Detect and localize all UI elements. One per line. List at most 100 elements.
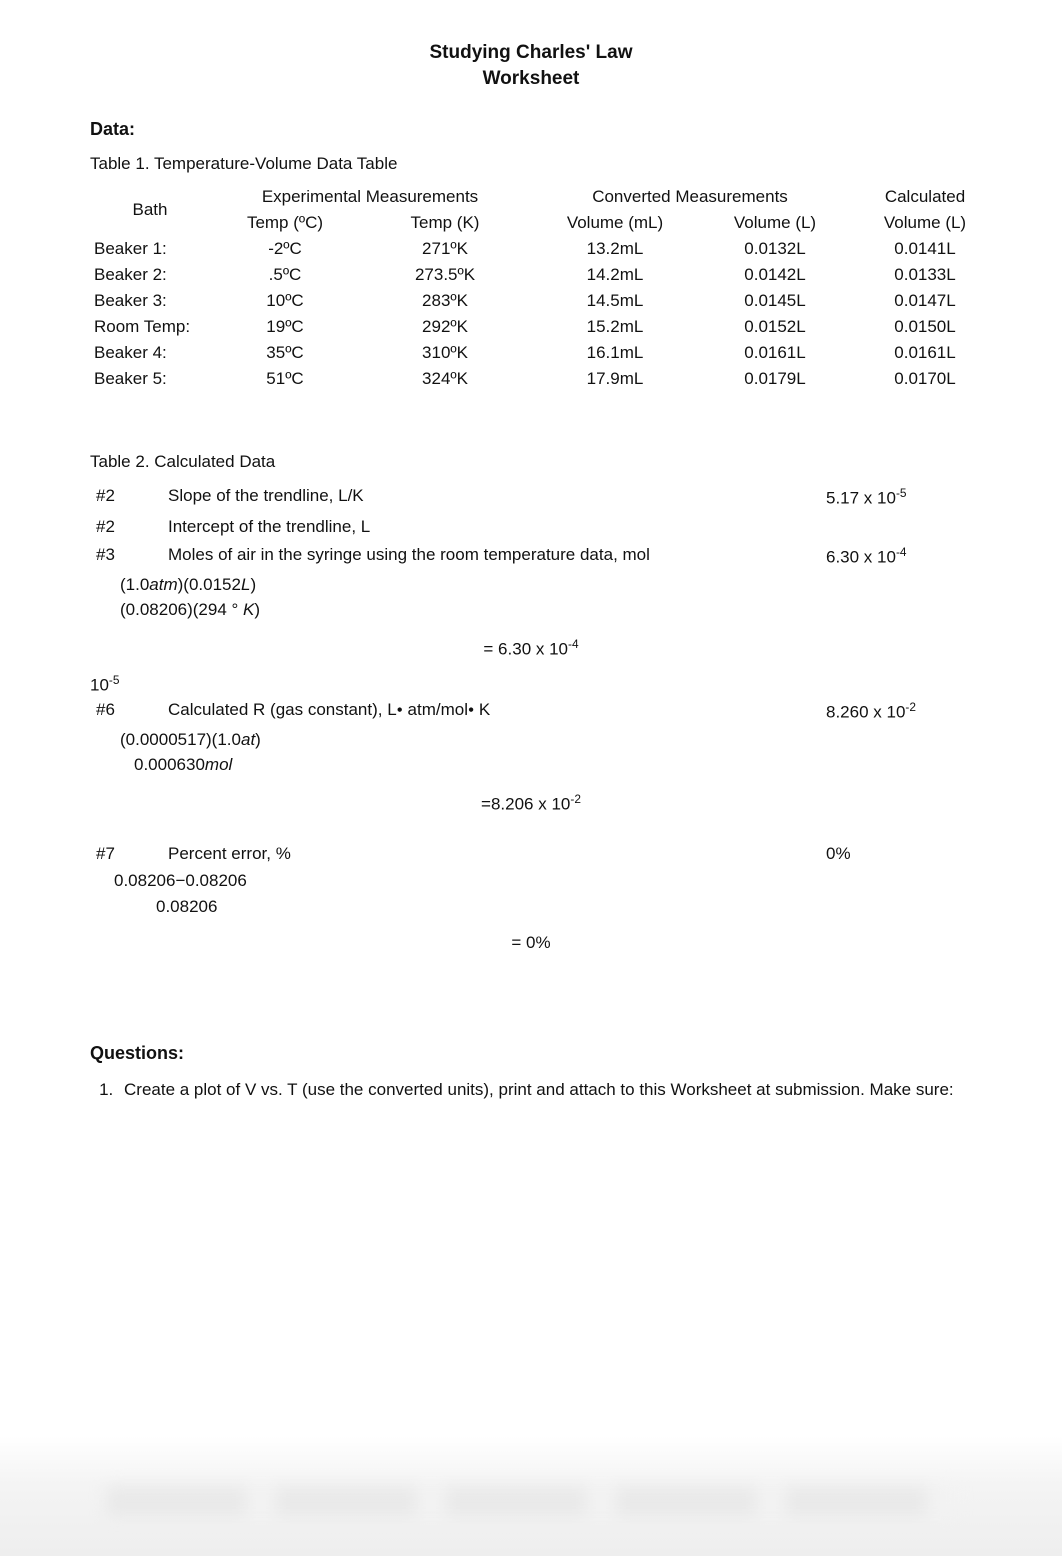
voll-cell: 0.0142L <box>700 262 850 288</box>
table1-h-bath: Bath <box>90 184 210 236</box>
title-line-2: Worksheet <box>90 66 972 92</box>
volml-cell: 15.2mL <box>530 314 700 340</box>
t2-slope-label: Slope of the trendline, L/K <box>162 482 820 513</box>
table1-h-volml: Volume (mL) <box>530 210 700 236</box>
question-item: Create a plot of V vs. T (use the conver… <box>118 1078 972 1103</box>
pe-formula: 0.08206−0.08206 0.08206 <box>114 868 972 919</box>
bath-cell: Room Temp: <box>90 314 210 340</box>
t2-intercept-row: #2 Intercept of the trendline, L <box>90 513 972 541</box>
tempc-cell: .5ºC <box>210 262 360 288</box>
calc-cell: 0.0161L <box>850 340 1000 366</box>
voll-cell: 0.0145L <box>700 288 850 314</box>
table1-header-row-1: Bath Experimental Measurements Converted… <box>90 184 1000 210</box>
voll-cell: 0.0152L <box>700 314 850 340</box>
tempk-cell: 292ºK <box>360 314 530 340</box>
pe-formula-line2: 0.08206 <box>156 894 972 920</box>
t2-moles-idx: #3 <box>90 541 162 572</box>
ten-minus-5: 10-5 <box>90 673 972 696</box>
moles-formula-line1: (1.0atm)(0.0152L) <box>120 572 972 598</box>
t2-moles-val: 6.30 x 10-4 <box>820 541 972 572</box>
r-formula-line2: 0.000630mol <box>134 752 972 778</box>
calc-cell: 0.0170L <box>850 366 1000 392</box>
pe-formula-line1: 0.08206−0.08206 <box>114 868 972 894</box>
table1-h-tempk: Temp (K) <box>360 210 530 236</box>
moles-formula: (1.0atm)(0.0152L) (0.08206)(294 ° K) <box>120 572 972 623</box>
tempc-cell: 51ºC <box>210 366 360 392</box>
t2-r-val: 8.260 x 10-2 <box>820 696 972 727</box>
t2-intercept-label: Intercept of the trendline, L <box>162 513 820 541</box>
t2-r-row: #6 Calculated R (gas constant), L● atm/m… <box>90 696 972 727</box>
r-formula: (0.0000517)(1.0at) 0.000630mol <box>120 727 972 778</box>
volml-cell: 13.2mL <box>530 236 700 262</box>
tempk-cell: 310ºK <box>360 340 530 366</box>
volml-cell: 14.2mL <box>530 262 700 288</box>
bath-cell: Beaker 5: <box>90 366 210 392</box>
t2-intercept-idx: #2 <box>90 513 162 541</box>
table1-h-tempc: Temp (ºC) <box>210 210 360 236</box>
t2-pe-idx: #7 <box>90 840 162 868</box>
pe-result: = 0% <box>90 933 972 953</box>
tempk-cell: 283ºK <box>360 288 530 314</box>
page-title: Studying Charles' Law Worksheet <box>90 40 972 91</box>
table2c: #7 Percent error, % 0% <box>90 840 972 868</box>
voll-cell: 0.0161L <box>700 340 850 366</box>
questions-list: Create a plot of V vs. T (use the conver… <box>118 1078 972 1103</box>
table-row: Beaker 1:-2ºC271ºK13.2mL0.0132L0.0141L <box>90 236 1000 262</box>
calc-cell: 0.0141L <box>850 236 1000 262</box>
table1-caption: Table 1. Temperature-Volume Data Table <box>90 154 972 174</box>
t2-slope-row: #2 Slope of the trendline, L/K 5.17 x 10… <box>90 482 972 513</box>
bath-cell: Beaker 3: <box>90 288 210 314</box>
table-row: Beaker 5:51ºC324ºK17.9mL0.0179L0.0170L <box>90 366 1000 392</box>
tempc-cell: 19ºC <box>210 314 360 340</box>
table1: Bath Experimental Measurements Converted… <box>90 184 1000 392</box>
tempk-cell: 273.5ºK <box>360 262 530 288</box>
t2-r-label: Calculated R (gas constant), L● atm/mol●… <box>162 696 820 727</box>
t2-slope-idx: #2 <box>90 482 162 513</box>
title-line-1: Studying Charles' Law <box>90 40 972 66</box>
table1-h-exp: Experimental Measurements <box>210 184 530 210</box>
data-section-label: Data: <box>90 119 972 140</box>
calc-cell: 0.0147L <box>850 288 1000 314</box>
tempc-cell: 35ºC <box>210 340 360 366</box>
table1-h-voll: Volume (L) <box>700 210 850 236</box>
moles-formula-line2: (0.08206)(294 ° K) <box>120 597 972 623</box>
calc-cell: 0.0133L <box>850 262 1000 288</box>
table1-h-calcv: Volume (L) <box>850 210 1000 236</box>
questions-label: Questions: <box>90 1043 972 1064</box>
volml-cell: 17.9mL <box>530 366 700 392</box>
bath-cell: Beaker 2: <box>90 262 210 288</box>
t2-moles-row: #3 Moles of air in the syringe using the… <box>90 541 972 572</box>
table-row: Room Temp:19ºC292ºK15.2mL0.0152L0.0150L <box>90 314 1000 340</box>
bath-cell: Beaker 4: <box>90 340 210 366</box>
t2-pe-row: #7 Percent error, % 0% <box>90 840 972 868</box>
moles-result: = 6.30 x 10-4 <box>90 637 972 660</box>
table1-h-conv: Converted Measurements <box>530 184 850 210</box>
tempk-cell: 271ºK <box>360 236 530 262</box>
table2-caption: Table 2. Calculated Data <box>90 452 972 472</box>
table1-header-row-2: Temp (ºC) Temp (K) Volume (mL) Volume (L… <box>90 210 1000 236</box>
voll-cell: 0.0179L <box>700 366 850 392</box>
r-result: =8.206 x 10-2 <box>90 792 972 815</box>
table-row: Beaker 2:.5ºC273.5ºK14.2mL0.0142L0.0133L <box>90 262 1000 288</box>
volml-cell: 14.5mL <box>530 288 700 314</box>
t2-pe-val: 0% <box>820 840 972 868</box>
t2-pe-label: Percent error, % <box>162 840 820 868</box>
calc-cell: 0.0150L <box>850 314 1000 340</box>
tempc-cell: 10ºC <box>210 288 360 314</box>
tempc-cell: -2ºC <box>210 236 360 262</box>
table-row: Beaker 3:10ºC283ºK14.5mL0.0145L0.0147L <box>90 288 1000 314</box>
volml-cell: 16.1mL <box>530 340 700 366</box>
table1-h-calc: Calculated <box>850 184 1000 210</box>
voll-cell: 0.0132L <box>700 236 850 262</box>
t2-intercept-val <box>820 513 972 541</box>
bath-cell: Beaker 1: <box>90 236 210 262</box>
tempk-cell: 324ºK <box>360 366 530 392</box>
table-row: Beaker 4:35ºC310ºK16.1mL0.0161L0.0161L <box>90 340 1000 366</box>
r-formula-line1: (0.0000517)(1.0at) <box>120 727 972 753</box>
table2b: #6 Calculated R (gas constant), L● atm/m… <box>90 696 972 727</box>
page-cutoff-blur <box>0 1436 1062 1556</box>
t2-slope-val: 5.17 x 10-5 <box>820 482 972 513</box>
t2-moles-label: Moles of air in the syringe using the ro… <box>162 541 820 572</box>
table2: #2 Slope of the trendline, L/K 5.17 x 10… <box>90 482 972 571</box>
t2-r-idx: #6 <box>90 696 162 727</box>
